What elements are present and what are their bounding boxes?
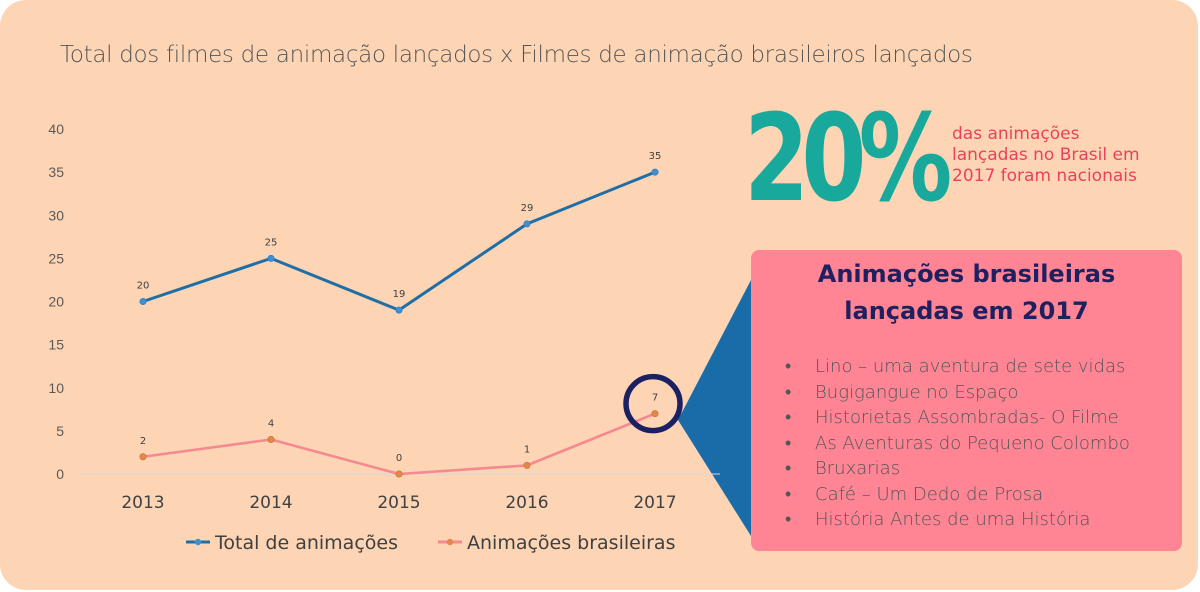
- data-point: [523, 461, 531, 469]
- data-label: 4: [268, 419, 274, 430]
- percent-caption: das animações lançadas no Brasil em 2017…: [952, 124, 1140, 186]
- chart-legend: Total de animações Animações brasileiras: [186, 532, 675, 554]
- y-tick-label: 25: [48, 250, 64, 266]
- x-tick-label: 2013: [121, 493, 164, 513]
- chart-data-labels: 20 25 19 29 35 2 4 0 1 7: [137, 151, 662, 464]
- data-point: [267, 254, 275, 262]
- legend-label: Total de animações: [214, 532, 398, 554]
- x-tick-label: 2014: [249, 493, 292, 513]
- film-list-item: História Antes de uma História: [779, 507, 1130, 533]
- panel-title-line-1: Animações brasileiras: [817, 260, 1116, 288]
- data-point: [139, 453, 147, 461]
- data-point: [267, 435, 275, 443]
- big-percent-value: 20%: [744, 90, 952, 229]
- data-point: [395, 306, 403, 314]
- brazilian-films-panel: Animações brasileiras lançadas em 2017 L…: [751, 250, 1182, 551]
- data-label: 29: [521, 203, 534, 214]
- data-point: [651, 168, 659, 176]
- panel-title-line-2: lançadas em 2017: [844, 297, 1089, 325]
- panel-title: Animações brasileiras lançadas em 2017: [751, 256, 1182, 330]
- y-tick-label: 15: [48, 337, 64, 353]
- y-tick-label: 0: [56, 466, 64, 482]
- data-label: 1: [524, 444, 530, 455]
- data-label: 19: [393, 289, 406, 300]
- chart-title: Total dos filmes de animação lançados x …: [60, 42, 973, 68]
- y-tick-label: 5: [56, 423, 64, 439]
- legend-swatch-marker: [446, 538, 454, 546]
- legend-label: Animações brasileiras: [467, 532, 675, 554]
- y-tick-label: 20: [48, 294, 64, 310]
- film-list-item: Historietas Assombradas- O Filme: [779, 405, 1130, 431]
- data-point: [395, 470, 403, 478]
- film-list: Lino – uma aventura de sete vidas Bugiga…: [779, 354, 1130, 533]
- data-label: 0: [396, 453, 402, 464]
- callout-connector-layer: [678, 280, 751, 536]
- x-tick-label: 2016: [505, 493, 548, 513]
- y-tick-label: 30: [48, 207, 64, 223]
- y-tick-label: 10: [48, 380, 64, 396]
- film-list-item: As Aventuras do Pequeno Colombo: [779, 431, 1130, 457]
- data-label: 25: [265, 237, 278, 248]
- data-point: [523, 220, 531, 228]
- highlight-circle: [623, 373, 683, 434]
- data-label: 20: [137, 281, 150, 292]
- x-tick-label: 2017: [633, 493, 676, 513]
- film-list-item: Bruxarias: [779, 456, 1130, 482]
- callout-connector: [678, 280, 751, 536]
- legend-swatch-marker: [194, 538, 202, 546]
- y-tick-label: 35: [48, 164, 64, 180]
- chart-series: [139, 168, 659, 478]
- data-label: 35: [649, 151, 662, 162]
- series-line: [141, 412, 657, 476]
- film-list-item: Café – Um Dedo de Prosa: [779, 482, 1130, 508]
- highlight-layer: [623, 373, 683, 434]
- film-list-item: Lino – uma aventura de sete vidas: [779, 354, 1130, 380]
- film-list-item: Bugigangue no Espaço: [779, 380, 1130, 406]
- data-point: [139, 297, 147, 305]
- y-tick-label: 40: [48, 121, 64, 137]
- data-label: 2: [140, 436, 146, 447]
- data-point: [651, 410, 659, 418]
- x-tick-label: 2015: [377, 493, 420, 513]
- data-label: 7: [652, 393, 658, 404]
